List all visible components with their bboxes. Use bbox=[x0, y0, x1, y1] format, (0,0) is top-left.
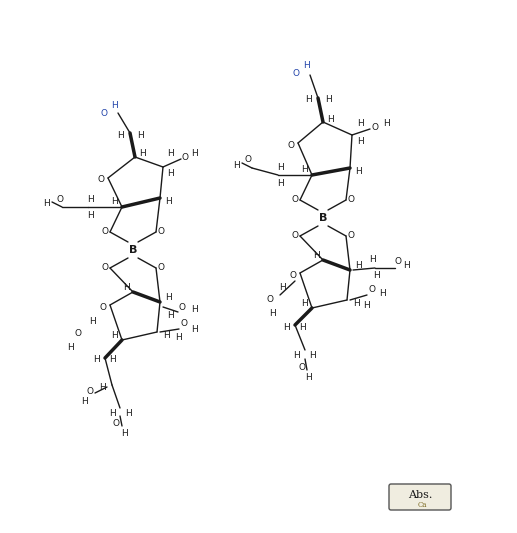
Text: H: H bbox=[111, 197, 117, 206]
Text: B: B bbox=[319, 213, 327, 223]
Text: H: H bbox=[42, 198, 50, 207]
Text: H: H bbox=[136, 131, 143, 140]
Text: O: O bbox=[86, 386, 94, 395]
Text: H: H bbox=[325, 95, 331, 104]
Text: H: H bbox=[165, 197, 172, 206]
Text: O: O bbox=[180, 319, 188, 328]
Text: H: H bbox=[111, 101, 117, 109]
Text: H: H bbox=[300, 322, 307, 332]
Text: H: H bbox=[356, 167, 362, 176]
Text: H: H bbox=[88, 317, 95, 326]
Text: H: H bbox=[192, 325, 199, 334]
Text: H: H bbox=[306, 95, 312, 104]
Text: H: H bbox=[233, 161, 239, 171]
Text: H: H bbox=[117, 131, 124, 140]
Text: H: H bbox=[168, 168, 174, 177]
Text: O: O bbox=[99, 303, 107, 312]
Text: H: H bbox=[357, 138, 363, 147]
Text: O: O bbox=[56, 195, 64, 204]
Text: H: H bbox=[165, 293, 172, 302]
Text: H: H bbox=[280, 284, 286, 293]
Text: O: O bbox=[158, 263, 164, 272]
Text: Ca: Ca bbox=[417, 501, 427, 509]
Text: H: H bbox=[278, 179, 284, 188]
Text: O: O bbox=[74, 328, 82, 337]
Text: O: O bbox=[101, 263, 109, 272]
Text: H: H bbox=[328, 115, 334, 124]
Text: H: H bbox=[191, 305, 197, 314]
Text: H: H bbox=[302, 61, 309, 70]
Text: H: H bbox=[379, 289, 386, 298]
Text: O: O bbox=[266, 295, 273, 304]
Text: H: H bbox=[353, 298, 359, 308]
Text: H: H bbox=[176, 334, 183, 343]
Text: O: O bbox=[292, 196, 298, 205]
Text: O: O bbox=[369, 286, 375, 295]
Text: O: O bbox=[100, 109, 108, 117]
Text: H: H bbox=[67, 343, 73, 351]
Text: O: O bbox=[98, 175, 104, 184]
Text: B: B bbox=[129, 245, 137, 255]
Text: H: H bbox=[81, 397, 87, 406]
Text: H: H bbox=[306, 374, 312, 383]
Text: O: O bbox=[158, 228, 164, 237]
Text: H: H bbox=[99, 384, 105, 392]
Text: H: H bbox=[125, 408, 131, 417]
Text: H: H bbox=[111, 332, 117, 341]
Text: H: H bbox=[300, 300, 308, 309]
Text: H: H bbox=[370, 255, 376, 264]
Text: O: O bbox=[101, 228, 109, 237]
Text: H: H bbox=[269, 309, 276, 318]
Text: O: O bbox=[292, 231, 298, 240]
Text: H: H bbox=[363, 302, 370, 311]
Text: O: O bbox=[347, 196, 355, 205]
Text: H: H bbox=[166, 311, 173, 320]
Text: H: H bbox=[404, 261, 410, 270]
Text: Abs.: Abs. bbox=[408, 490, 432, 500]
Text: H: H bbox=[294, 351, 300, 360]
Text: H: H bbox=[163, 330, 170, 340]
Text: O: O bbox=[298, 362, 306, 372]
Text: H: H bbox=[283, 322, 290, 332]
Text: H: H bbox=[120, 430, 127, 439]
Text: H: H bbox=[87, 196, 95, 205]
Text: O: O bbox=[293, 69, 299, 78]
Text: H: H bbox=[356, 261, 362, 270]
Text: H: H bbox=[109, 408, 115, 417]
Text: O: O bbox=[290, 271, 297, 280]
Text: H: H bbox=[124, 282, 130, 292]
Text: H: H bbox=[110, 356, 116, 365]
Text: H: H bbox=[192, 149, 199, 157]
Text: O: O bbox=[287, 141, 295, 150]
Text: O: O bbox=[347, 231, 355, 240]
Text: O: O bbox=[113, 419, 119, 429]
Text: H: H bbox=[383, 119, 389, 128]
Text: H: H bbox=[300, 165, 308, 174]
Text: O: O bbox=[178, 303, 186, 311]
Text: H: H bbox=[140, 149, 146, 158]
Text: H: H bbox=[87, 211, 95, 220]
Text: H: H bbox=[358, 118, 364, 127]
Text: H: H bbox=[168, 149, 174, 157]
Text: H: H bbox=[310, 351, 316, 360]
Text: O: O bbox=[372, 123, 378, 132]
Text: H: H bbox=[314, 251, 321, 260]
Text: H: H bbox=[374, 271, 381, 280]
Text: O: O bbox=[245, 156, 251, 165]
Text: H: H bbox=[93, 356, 99, 365]
FancyBboxPatch shape bbox=[389, 484, 451, 510]
Text: O: O bbox=[394, 256, 402, 265]
Text: O: O bbox=[181, 152, 189, 161]
Text: H: H bbox=[278, 164, 284, 173]
